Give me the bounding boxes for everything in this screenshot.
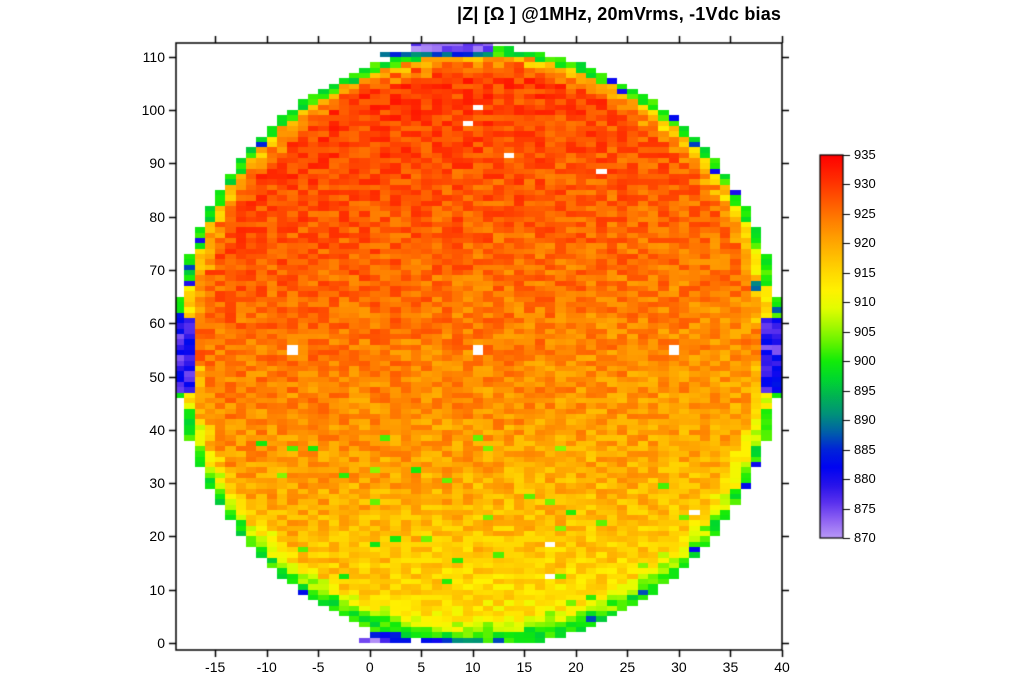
chart-title: |Z| [Ω ] @1MHz, 20mVrms, -1Vdc bias xyxy=(457,4,782,24)
y-tick-label: 50 xyxy=(149,368,165,385)
y-tick-label: 30 xyxy=(149,475,165,492)
y-tick-label: 100 xyxy=(141,102,165,119)
y-tick-label: 70 xyxy=(149,262,165,279)
x-tick-label: 35 xyxy=(722,659,739,675)
x-tick-label: -15 xyxy=(205,659,226,675)
colorbar-tick-label: 880 xyxy=(854,471,876,487)
x-tick-label: 30 xyxy=(671,659,687,675)
y-tick-label: 0 xyxy=(157,635,165,652)
y-tick-label: 60 xyxy=(149,315,165,332)
y-tick-label: 90 xyxy=(149,155,165,172)
x-tick-label: 10 xyxy=(465,659,481,675)
y-tick-label: 40 xyxy=(149,421,165,438)
x-tick-label: -10 xyxy=(256,659,277,675)
x-tick-label: 20 xyxy=(568,659,584,675)
x-tick-label: 15 xyxy=(516,659,533,675)
colorbar-tick-label: 915 xyxy=(854,264,876,280)
colorbar-tick-label: 935 xyxy=(854,147,876,162)
x-tick-label: 0 xyxy=(365,659,374,675)
colorbar-tick-label: 895 xyxy=(854,382,876,398)
colorbar-tick-label: 910 xyxy=(854,294,876,310)
colorbar-tick-label: 900 xyxy=(854,353,876,369)
colorbar-tick-label: 870 xyxy=(854,530,876,545)
y-tick-label: 20 xyxy=(149,528,165,545)
y-tick-label: 80 xyxy=(149,208,165,225)
colorbar-tick-label: 905 xyxy=(854,323,876,339)
colorbar-tick-label: 885 xyxy=(854,441,876,457)
y-tick-label: 10 xyxy=(149,581,165,598)
x-tick-label: 40 xyxy=(774,659,790,675)
y-tick-label: 110 xyxy=(142,48,165,65)
colorbar-tick-label: 890 xyxy=(854,412,876,428)
colorbar-tick-label: 930 xyxy=(854,176,876,192)
x-tick-label: 5 xyxy=(417,659,426,675)
x-tick-label: -5 xyxy=(311,659,325,675)
colorbar-tick-label: 875 xyxy=(854,500,876,516)
x-tick-label: 25 xyxy=(619,659,636,675)
colorbar-tick-label: 925 xyxy=(854,205,876,221)
colorbar-tick-label: 920 xyxy=(854,235,876,251)
